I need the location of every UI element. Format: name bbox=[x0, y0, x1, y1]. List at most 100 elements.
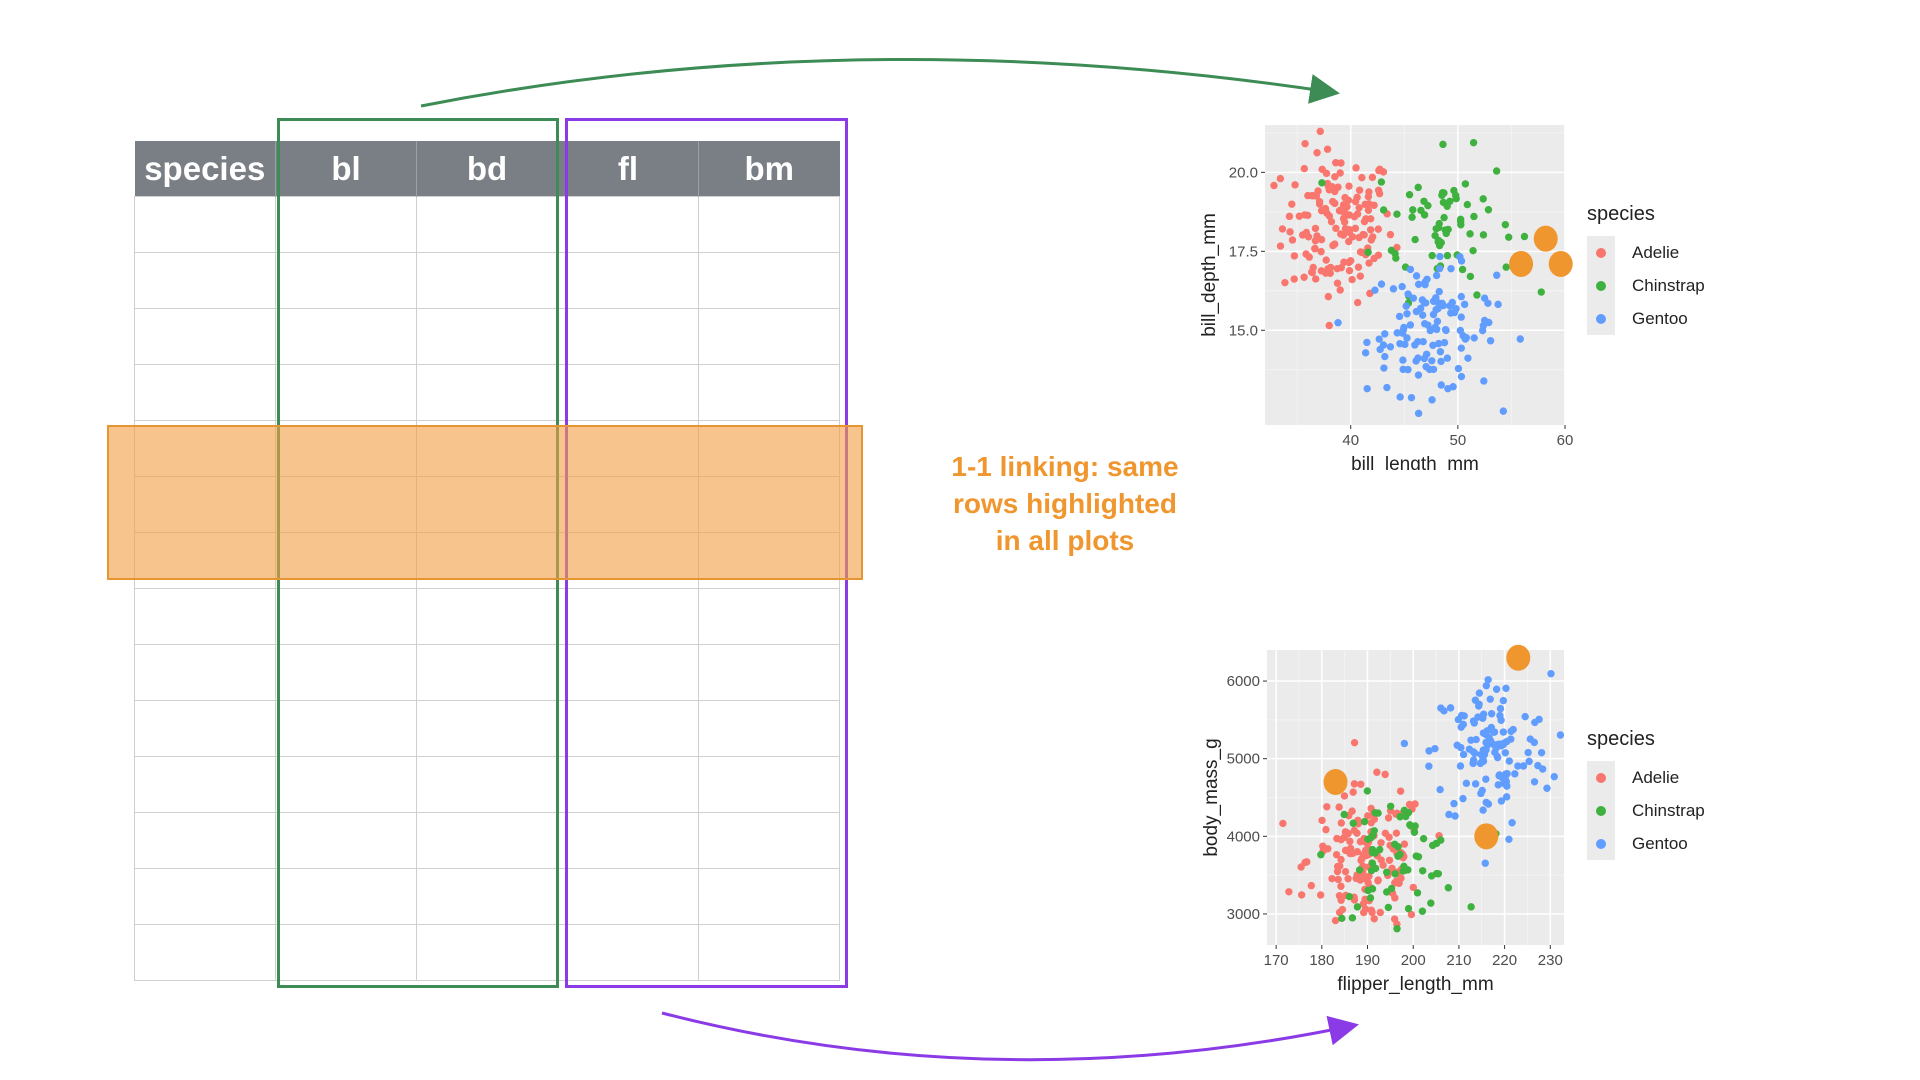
point-gentoo bbox=[1479, 321, 1488, 330]
point-gentoo bbox=[1508, 819, 1516, 827]
point-adelie bbox=[1323, 145, 1332, 153]
legend-item-adelie: Adelie bbox=[1587, 761, 1679, 794]
point-adelie bbox=[1364, 878, 1372, 887]
table-cell bbox=[557, 364, 699, 421]
highlighted-point bbox=[1323, 768, 1348, 795]
point-adelie bbox=[1331, 199, 1339, 208]
highlighted-point bbox=[1506, 644, 1531, 671]
table-row bbox=[134, 868, 840, 925]
point-chinstrap bbox=[1435, 219, 1443, 228]
point-chinstrap bbox=[1368, 859, 1377, 867]
point-adelie bbox=[1366, 226, 1375, 234]
point-gentoo bbox=[1447, 264, 1455, 273]
point-chinstrap bbox=[1458, 265, 1467, 274]
point-chinstrap bbox=[1444, 884, 1453, 892]
point-chinstrap bbox=[1440, 213, 1448, 222]
point-gentoo bbox=[1436, 252, 1444, 261]
point-gentoo bbox=[1462, 779, 1471, 788]
point-gentoo bbox=[1492, 685, 1501, 693]
point-adelie bbox=[1322, 825, 1330, 834]
legend-label-adelie: Adelie bbox=[1632, 243, 1680, 262]
point-gentoo bbox=[1496, 704, 1505, 713]
point-adelie bbox=[1331, 173, 1339, 181]
point-gentoo bbox=[1446, 704, 1455, 712]
point-gentoo bbox=[1471, 749, 1479, 757]
point-chinstrap bbox=[1504, 233, 1513, 241]
point-gentoo bbox=[1485, 318, 1493, 327]
point-gentoo bbox=[1443, 354, 1452, 362]
point-adelie bbox=[1356, 876, 1364, 884]
y-tick-label: 5000 bbox=[1227, 751, 1260, 768]
point-chinstrap bbox=[1434, 870, 1443, 878]
point-gentoo bbox=[1420, 354, 1429, 363]
point-adelie bbox=[1308, 192, 1316, 200]
point-gentoo bbox=[1497, 716, 1505, 724]
point-adelie bbox=[1407, 910, 1416, 919]
point-chinstrap bbox=[1444, 225, 1452, 234]
point-chinstrap bbox=[1338, 914, 1346, 923]
point-adelie bbox=[1359, 908, 1368, 917]
table-cell bbox=[557, 812, 699, 869]
point-adelie bbox=[1367, 906, 1376, 914]
table-cell bbox=[275, 756, 417, 813]
point-adelie bbox=[1291, 181, 1299, 189]
table-row bbox=[134, 588, 840, 645]
point-chinstrap bbox=[1345, 892, 1354, 901]
point-gentoo bbox=[1484, 676, 1492, 684]
point-adelie bbox=[1308, 268, 1317, 277]
point-gentoo bbox=[1389, 285, 1398, 293]
point-chinstrap bbox=[1413, 889, 1422, 897]
point-gentoo bbox=[1398, 329, 1407, 337]
point-gentoo bbox=[1547, 670, 1555, 678]
legend-item-gentoo: Gentoo bbox=[1587, 302, 1688, 335]
point-chinstrap bbox=[1428, 841, 1437, 850]
point-gentoo bbox=[1444, 384, 1452, 393]
point-gentoo bbox=[1456, 326, 1465, 335]
point-chinstrap bbox=[1348, 914, 1357, 922]
y-tick-label: 4000 bbox=[1227, 828, 1260, 845]
point-gentoo bbox=[1380, 364, 1388, 372]
point-gentoo bbox=[1502, 793, 1511, 801]
point-gentoo bbox=[1521, 712, 1529, 721]
point-gentoo bbox=[1376, 345, 1384, 354]
point-adelie bbox=[1327, 217, 1336, 226]
table-cell bbox=[698, 308, 840, 365]
point-gentoo bbox=[1530, 778, 1539, 786]
point-adelie bbox=[1288, 236, 1297, 244]
point-adelie bbox=[1354, 263, 1363, 271]
point-gentoo bbox=[1514, 762, 1522, 770]
point-gentoo bbox=[1448, 298, 1456, 307]
table-cell bbox=[698, 588, 840, 645]
point-gentoo bbox=[1363, 384, 1371, 393]
point-adelie bbox=[1337, 896, 1345, 904]
point-adelie bbox=[1368, 173, 1377, 182]
point-gentoo bbox=[1454, 364, 1463, 373]
point-gentoo bbox=[1500, 779, 1508, 788]
point-chinstrap bbox=[1473, 291, 1481, 299]
header-bd: bd bbox=[416, 141, 558, 197]
point-gentoo bbox=[1414, 280, 1423, 289]
point-adelie bbox=[1336, 286, 1344, 294]
point-adelie bbox=[1373, 768, 1381, 776]
point-adelie bbox=[1324, 292, 1333, 301]
point-chinstrap bbox=[1492, 167, 1501, 175]
point-chinstrap bbox=[1393, 925, 1401, 933]
x-tick-label: 60 bbox=[1557, 432, 1574, 449]
point-gentoo bbox=[1404, 290, 1412, 298]
flipper-scatter-svg: 170 180 190 200 210 220 230 3000 4000 5000 6000 fli… bbox=[1201, 644, 1565, 995]
table-cell bbox=[557, 588, 699, 645]
point-gentoo bbox=[1416, 304, 1425, 313]
point-gentoo bbox=[1422, 362, 1430, 371]
point-adelie bbox=[1370, 254, 1378, 263]
point-gentoo bbox=[1383, 383, 1391, 392]
point-gentoo bbox=[1436, 785, 1444, 794]
table-row bbox=[134, 924, 840, 981]
point-gentoo bbox=[1429, 341, 1437, 350]
point-gentoo bbox=[1406, 265, 1415, 274]
point-adelie bbox=[1316, 891, 1325, 899]
point-chinstrap bbox=[1427, 872, 1436, 880]
point-gentoo bbox=[1556, 731, 1565, 739]
point-adelie bbox=[1358, 855, 1366, 863]
point-adelie bbox=[1353, 829, 1361, 837]
table-cell bbox=[557, 196, 699, 253]
